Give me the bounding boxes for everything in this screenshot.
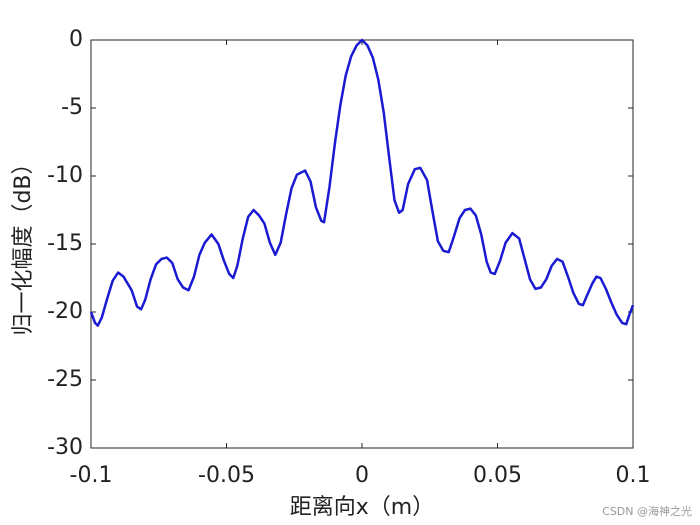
x-tick-label: -0.1 <box>70 463 113 488</box>
y-tick-label: -25 <box>47 367 83 392</box>
x-axis-label: 距离向x（m） <box>290 495 434 520</box>
x-tick-label: 0.05 <box>473 463 522 488</box>
x-tick-label: 0 <box>355 463 369 488</box>
y-tick-label: -30 <box>47 435 83 460</box>
x-tick-label: 0.1 <box>616 463 651 488</box>
y-tick-label: -5 <box>61 95 83 120</box>
y-tick-label: -20 <box>47 299 83 324</box>
y-axis-label: 归一化幅度（dB） <box>11 152 36 335</box>
line-series <box>89 38 635 327</box>
y-tick-label: -15 <box>47 231 83 256</box>
x-tick-label: -0.05 <box>198 463 255 488</box>
y-tick-label: 0 <box>69 27 83 52</box>
plot-frame <box>90 39 634 449</box>
y-tick-label: -10 <box>47 163 83 188</box>
watermark: CSDN @海神之光 <box>602 504 692 518</box>
